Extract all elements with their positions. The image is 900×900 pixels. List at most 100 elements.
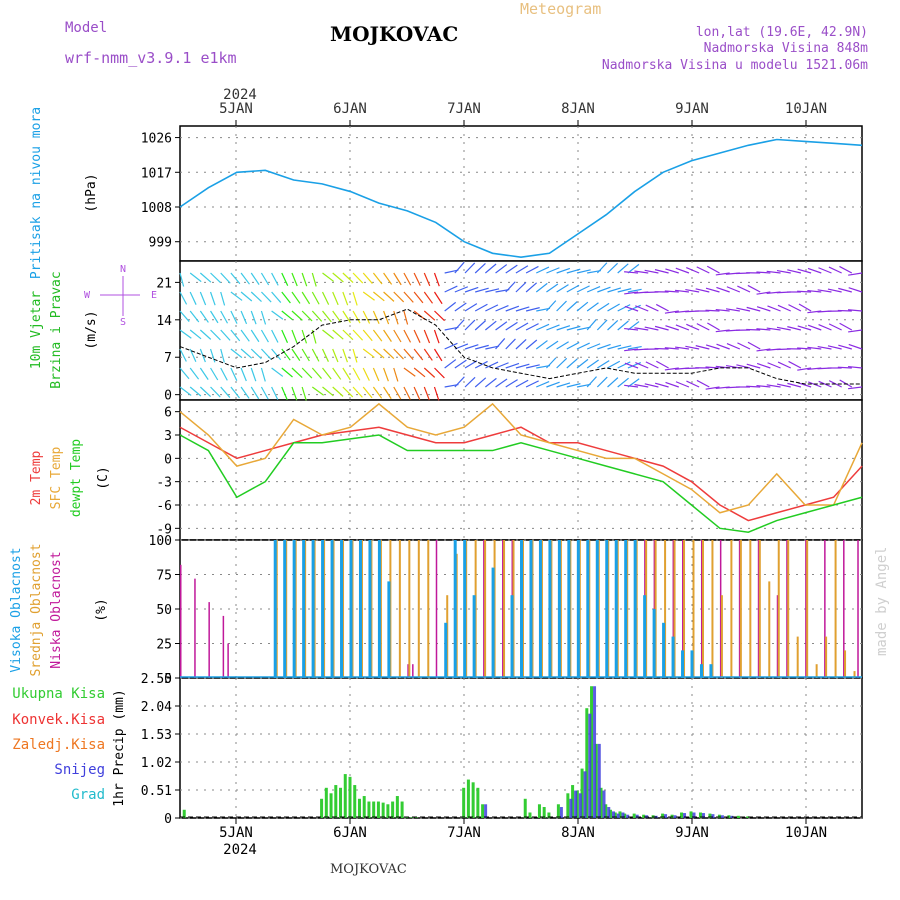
high-cloud-bar: [671, 636, 675, 678]
wind-arrow: [301, 348, 310, 362]
total-precip-bar: [182, 809, 186, 818]
snow-precip-bar: [484, 804, 488, 818]
wind-arrow: [777, 361, 791, 369]
wind-arrow: [189, 386, 202, 397]
wind-arrow: [209, 291, 216, 306]
high-cloud-bar: [292, 540, 296, 678]
wind-arrow: [413, 367, 426, 378]
wind-arrow: [332, 348, 339, 363]
wind-arrow: [342, 386, 354, 398]
y-tick-label: -3: [156, 476, 172, 491]
wind-arrow: [586, 343, 601, 350]
high-cloud-bar: [529, 540, 533, 678]
wind-arrow: [372, 386, 383, 399]
total-precip-bar: [395, 796, 399, 818]
top-year-label: 2024: [223, 87, 257, 103]
snow-precip-bar: [711, 814, 715, 818]
snow-precip-bar: [583, 771, 587, 818]
temp-title-dewpt: dewpt Temp: [69, 439, 84, 517]
cloud-title-mid: Srednja Oblacnost: [29, 543, 44, 676]
wind-arrow: [464, 286, 479, 293]
y-tick-label: -9: [156, 522, 172, 537]
wind-arrow: [655, 303, 669, 312]
wind-arrow: [322, 310, 332, 323]
wind-arrow: [301, 329, 308, 344]
wind-arrow: [271, 386, 279, 400]
page-title: MOJKOVAC: [330, 22, 459, 46]
wind-arrow: [311, 310, 323, 322]
snow-precip-bar: [578, 793, 582, 818]
wind-arrow: [756, 348, 771, 352]
wind-arrow: [189, 310, 200, 323]
wind-arrow: [556, 341, 569, 350]
wind-arrow: [617, 361, 631, 369]
credit-watermark: made by Angel: [874, 548, 890, 656]
total-precip-bar: [618, 811, 622, 818]
top-date-label: 7JAN: [447, 101, 481, 117]
wind-arrow: [393, 329, 402, 343]
wind-arrow: [627, 263, 640, 274]
total-precip-bar: [604, 804, 608, 818]
wind-arrow: [787, 269, 802, 274]
wind-arrow: [220, 367, 228, 381]
wind-arrow: [756, 384, 771, 388]
wind-arrow: [556, 267, 571, 274]
mid-cloud-bar: [777, 540, 780, 678]
wind-arrow: [634, 270, 649, 274]
wind-arrow: [301, 291, 311, 305]
wind-arrow: [746, 363, 761, 369]
bottom-date-label: 6JAN: [333, 825, 367, 841]
wind-arrow: [495, 338, 506, 350]
wind-arrow: [332, 272, 344, 283]
wind-arrow: [322, 367, 332, 380]
wind-arrow: [230, 291, 243, 301]
low-cloud-bar: [776, 595, 779, 678]
wind-arrow: [607, 320, 619, 331]
wind-arrow: [525, 323, 539, 331]
wind-arrow: [525, 265, 539, 274]
wind-arrow: [423, 329, 431, 344]
wind-arrow: [797, 290, 812, 293]
wind-arrow: [644, 326, 659, 331]
low-cloud-bar: [857, 540, 859, 678]
wind-arrow: [505, 379, 518, 388]
wind-arrow: [838, 287, 852, 293]
wind-arrow: [332, 291, 339, 306]
wind-arrow: [403, 348, 414, 360]
mid-cloud-bar: [739, 540, 742, 678]
wind-arrow: [635, 305, 649, 312]
wind-arrow: [645, 361, 659, 369]
wind-arrow: [597, 343, 611, 350]
wind-arrow: [260, 367, 266, 382]
wind-arrow: [281, 291, 291, 304]
wind-arrow: [240, 272, 250, 285]
wind-arrow: [383, 386, 392, 400]
wind-arrow: [311, 272, 317, 287]
wind-arrow: [597, 302, 610, 312]
wind-arrow: [576, 301, 589, 312]
wind-arrow: [332, 310, 342, 323]
y-tick-label: 1.53: [141, 728, 172, 743]
wind-arrow: [291, 386, 298, 401]
wind-arrow: [281, 386, 288, 401]
wind-arrow: [695, 288, 710, 293]
total-precip-bar: [400, 801, 404, 818]
wind-arrow: [617, 377, 629, 388]
wind-arrow: [250, 348, 262, 360]
wind-arrow: [474, 377, 487, 388]
wind-arrow: [818, 380, 832, 388]
wind-arrow: [393, 386, 402, 400]
wind-arrow: [454, 319, 465, 331]
snow-precip-bar: [720, 815, 724, 818]
panel-frame-2: [179, 399, 863, 541]
y-tick-label: 1.02: [141, 756, 172, 771]
low-cloud-bar: [435, 540, 438, 678]
wind-arrow: [696, 379, 710, 388]
total-precip-bar: [661, 813, 665, 818]
total-precip-bar: [717, 814, 721, 818]
mid-cloud-bar: [758, 540, 761, 678]
wind-arrow: [797, 347, 812, 350]
wind-arrow: [311, 291, 320, 305]
low-cloud-bar: [700, 540, 703, 678]
total-precip-bar: [386, 804, 390, 818]
